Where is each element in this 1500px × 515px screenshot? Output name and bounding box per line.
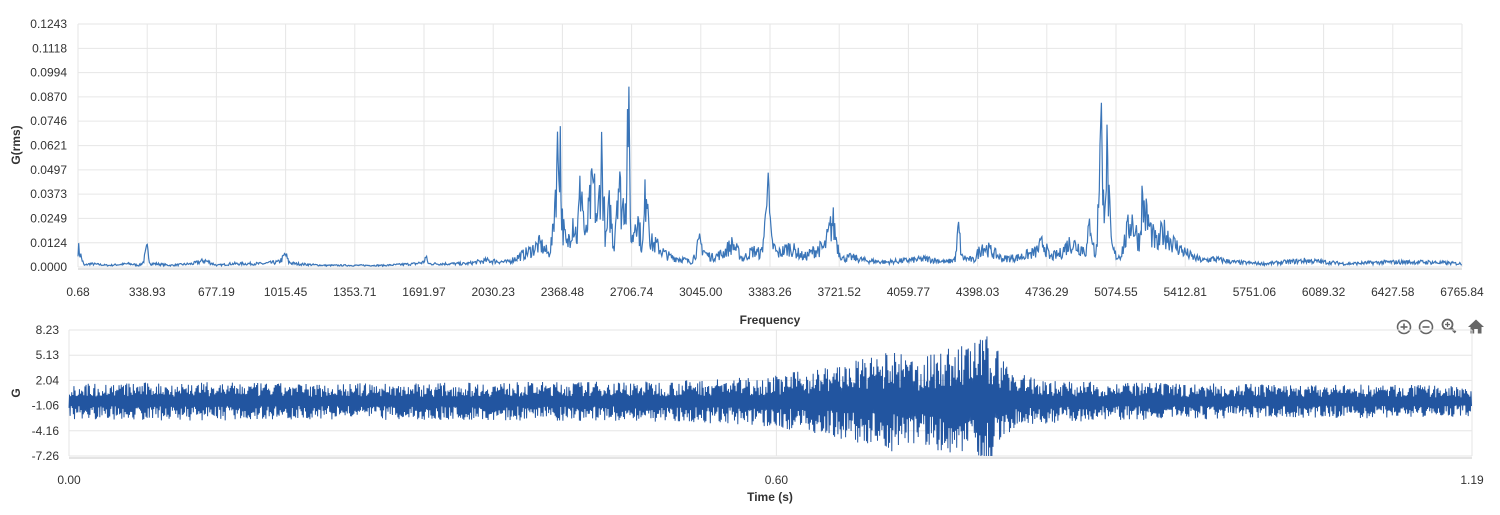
fft-x-tick-label: 1015.45 [264,285,308,299]
fft-x-tick-label: 2030.23 [472,285,516,299]
fft-x-tick-label: 338.93 [129,285,166,299]
fft-x-tick-label: 3383.26 [748,285,792,299]
fft-y-tick-label: 0.0249 [30,211,67,225]
fft-chart: 0.0000 0.0124 0.0249 0.0373 0.0497 0.0621 0.07… [9,17,1484,327]
fft-x-tick-label: 3721.52 [818,285,862,299]
waveform-chart: 8.23 5.13 2.04 -1.06 -4.16 -7.26 0.00 0.60 1.19… [9,323,1484,504]
fft-y-tick-label: 0.1118 [32,41,67,55]
fft-x-tick-label: 5751.06 [1233,285,1277,299]
waveform-series-line [68,336,1472,457]
waveform-x-tick-label: 0.60 [765,473,789,487]
fft-y-tick-labels: 0.0000 0.0124 0.0249 0.0373 0.0497 0.0621 0.07… [30,17,67,274]
plus-circle-icon [1396,319,1412,335]
fft-x-tick-label: 2368.48 [541,285,585,299]
waveform-y-tick-labels: 8.23 5.13 2.04 -1.06 -4.16 -7.26 [32,323,60,463]
fft-x-tick-labels: 0.68 338.93 677.19 1015.45 1353.71 1691.97 203… [66,285,1484,299]
fft-x-tick-label: 4398.03 [956,285,1000,299]
zoom-in-button[interactable] [1396,319,1412,335]
fft-y-tick-label: 0.0373 [30,187,67,201]
fft-y-tick-label: 0.1243 [30,17,67,31]
magnifier-icon [1441,318,1457,334]
minus-circle-icon [1418,319,1434,335]
fft-gridlines [77,23,1463,268]
waveform-x-axis-title: Time (s) [747,490,793,504]
fft-y-tick-label: 0.0621 [30,139,67,153]
waveform-x-tick-label: 1.19 [1460,473,1484,487]
fft-series-line [77,86,1462,268]
fft-x-tick-label: 677.19 [198,285,235,299]
home-button[interactable] [1468,319,1484,334]
fft-y-tick-label: 0.0000 [30,260,67,274]
fft-x-tick-label: 5074.55 [1094,285,1138,299]
fft-y-tick-label: 0.0124 [30,236,67,250]
fft-x-tick-label: 2706.74 [610,285,654,299]
fft-x-tick-label: 6089.32 [1302,285,1346,299]
waveform-y-tick-label: 8.23 [36,323,60,337]
home-icon [1468,319,1484,334]
fft-x-axis-title: Frequency [740,313,801,327]
fft-x-tick-label: 0.68 [66,285,90,299]
waveform-x-tick-labels: 0.00 0.60 1.19 [57,473,1484,487]
fft-y-tick-label: 0.0870 [30,90,67,104]
fft-x-tick-label: 1353.71 [333,285,377,299]
fft-y-tick-label: 0.0746 [30,114,67,128]
fft-y-tick-label: 0.0994 [30,66,67,80]
fft-x-tick-label: 5412.81 [1164,285,1208,299]
waveform-y-tick-label: -1.06 [32,399,60,413]
waveform-x-tick-label: 0.00 [57,473,81,487]
fft-x-tick-label: 6765.84 [1440,285,1484,299]
fft-x-tick-label: 1691.97 [402,285,446,299]
waveform-y-tick-label: -4.16 [32,424,60,438]
chart-toolbar [1396,318,1484,335]
fft-x-tick-label: 4059.77 [887,285,931,299]
zoom-reset-button[interactable] [1441,318,1457,334]
fft-x-tick-label: 3045.00 [679,285,723,299]
zoom-out-button[interactable] [1418,319,1434,335]
fft-y-axis-title: G(rms) [9,125,23,164]
waveform-y-axis-title: G [9,388,23,397]
waveform-y-tick-label: 2.04 [36,373,60,387]
waveform-y-tick-label: -7.26 [32,449,60,463]
fft-x-tick-label: 6427.58 [1371,285,1415,299]
fft-x-tick-label: 4736.29 [1025,285,1069,299]
fft-y-tick-label: 0.0497 [30,163,67,177]
waveform-y-tick-label: 5.13 [36,348,60,362]
